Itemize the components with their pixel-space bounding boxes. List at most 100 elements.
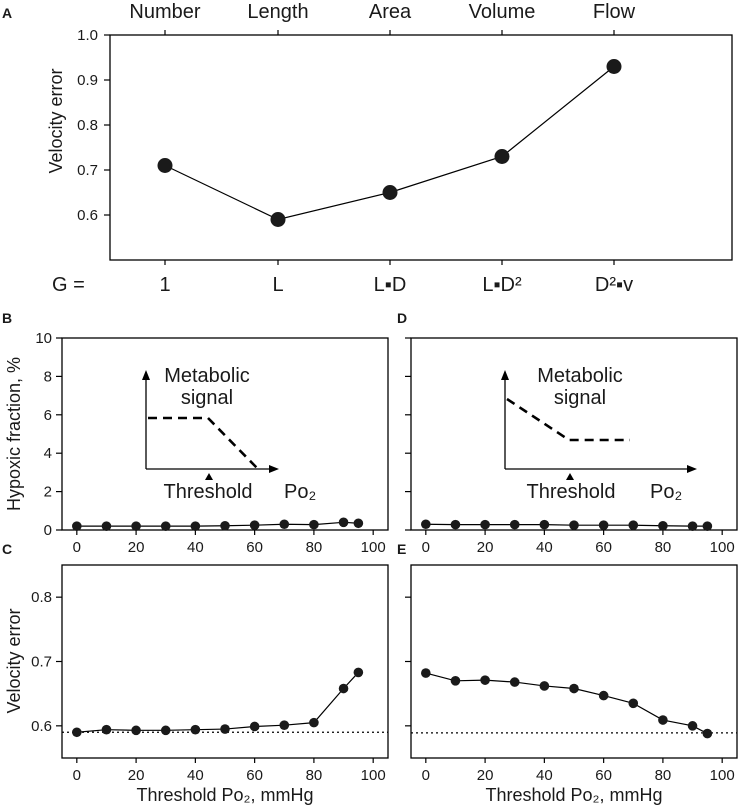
- panel-c-data-point: [101, 724, 112, 735]
- panel-c-xtick-label: 40: [187, 767, 204, 784]
- inset-d-signal-line1: Metabolic: [537, 365, 623, 387]
- panel-b-xtick-label: 100: [361, 539, 386, 556]
- panel-c-data-point: [160, 725, 171, 736]
- panel-d-xtick-label: 60: [595, 539, 612, 556]
- panel-a-data-point: [270, 212, 286, 227]
- panel-d-data-point: [658, 520, 668, 531]
- panel-e-data-point: [539, 681, 550, 691]
- panel-d-data-point: [598, 520, 609, 530]
- panel-a-top-category: Volume: [469, 1, 536, 23]
- panel-d-xtick-label: 40: [536, 539, 553, 556]
- panel-c-data-point: [249, 721, 260, 732]
- panel-e-data-point: [702, 728, 713, 739]
- panel-d-data-point: [687, 521, 698, 531]
- panel-a-g-label: G =: [52, 274, 85, 296]
- panel-a-data-point: [606, 59, 622, 74]
- panel-b-data-point: [190, 521, 201, 531]
- panel-b-data-point: [72, 521, 82, 531]
- panel-b-xtick-label: 60: [246, 539, 263, 556]
- panel-e-xtick-label: 40: [536, 767, 553, 784]
- panel-e-data-point: [687, 721, 698, 731]
- panel-b-data-point: [160, 521, 171, 531]
- inset-d-y-arrow-icon: [501, 370, 509, 380]
- panel-b-data-point: [338, 517, 349, 528]
- panel-b-letter: B: [2, 310, 12, 326]
- panel-b-ylabel: Hypoxic fraction, %: [4, 357, 24, 511]
- panel-b-inset: Metabolic signal Threshold Po₂: [142, 365, 316, 503]
- panel-c-data-point: [220, 724, 230, 734]
- panel-c-ytick-label: 0.7: [31, 654, 52, 671]
- panel-d-data-point: [569, 520, 579, 530]
- panel-a-letter: A: [2, 5, 12, 21]
- inset-b-signal-line2: signal: [181, 387, 233, 409]
- panel-e-xtick-label: 20: [477, 767, 494, 784]
- panel-c-letter: C: [2, 541, 12, 557]
- panel-a-data-point: [382, 185, 398, 200]
- panel-e-xtick-label: 80: [655, 767, 672, 784]
- inset-b-x-arrow-icon: [269, 465, 279, 473]
- panel-d: D Metabolic signal Threshold Po₂ 0 20 40 60…: [397, 310, 738, 556]
- panel-c-data-point: [309, 717, 319, 728]
- panel-b: B Hypoxic fraction, % Metabolic signal T…: [2, 310, 389, 556]
- panel-c-data-point: [279, 720, 290, 730]
- inset-d-signal-line2: signal: [554, 387, 606, 409]
- panel-a-top-category: Flow: [593, 1, 636, 23]
- inset-b-signal-curve: [148, 416, 259, 470]
- panel-b-xtick-label: 0: [73, 539, 81, 556]
- inset-b-signal-line1: Metabolic: [164, 365, 250, 387]
- panel-b-ytick-label: 10: [35, 330, 52, 347]
- panel-d-xtick-label: 80: [655, 539, 672, 556]
- panel-b-data-point: [309, 519, 319, 530]
- inset-b-threshold-marker-icon: [205, 473, 213, 480]
- panel-a-ylabel: Velocity error: [46, 68, 66, 173]
- inset-d-threshold-marker-icon: [566, 473, 574, 480]
- panel-a-top-category: Number: [129, 1, 200, 23]
- panel-d-data-point: [480, 519, 490, 530]
- panel-a-bottom-category: 1: [159, 274, 170, 296]
- panel-a-data-point: [494, 149, 510, 164]
- panel-a-data-point: [157, 158, 173, 173]
- panel-c-xtick-label: 60: [246, 767, 263, 784]
- panel-b-data-point: [279, 519, 290, 530]
- panel-d-data-point: [628, 520, 639, 530]
- panel-b-data-point: [101, 521, 112, 531]
- inset-d-x-arrow-icon: [687, 465, 697, 473]
- panel-b-data-point: [131, 521, 141, 531]
- panel-c-ytick-label: 0.6: [31, 718, 52, 735]
- panel-b-ytick-label: 4: [44, 445, 52, 462]
- panel-c-xtick-label: 80: [306, 767, 323, 784]
- panel-a-ytick-label: 0.9: [77, 72, 98, 89]
- panel-e-data-point: [509, 677, 520, 687]
- panel-e-xlabel: Threshold Po₂, mmHg: [485, 785, 662, 805]
- panel-c-data-point: [353, 667, 364, 678]
- panel-b-data-point: [220, 520, 230, 531]
- panel-c-xtick-label: 20: [128, 767, 145, 784]
- panel-d-data-point: [539, 519, 550, 530]
- panel-b-xtick-label: 40: [187, 539, 204, 556]
- panel-c-xtick-label: 100: [361, 767, 386, 784]
- inset-b-threshold-label: Threshold: [164, 481, 253, 503]
- panel-e-xtick-label: 100: [710, 767, 735, 784]
- panel-d-xtick-label: 20: [477, 539, 494, 556]
- panel-e-data-point: [658, 715, 668, 725]
- panel-a-bottom-category: L: [272, 274, 283, 296]
- panel-a-frame: [109, 34, 733, 261]
- panel-a-bottom-category: D²▪v: [595, 274, 633, 296]
- panel-b-data-point: [249, 520, 260, 530]
- panel-e-frame: [410, 564, 738, 759]
- inset-d-po2-label: Po₂: [650, 481, 682, 503]
- panel-d-data-point: [702, 521, 713, 531]
- panel-a-bottom-category: L▪D²: [482, 274, 522, 296]
- panel-a-ytick-label: 1.0: [77, 27, 98, 44]
- panel-c-ylabel: Velocity error: [4, 608, 24, 713]
- panel-d-data-point: [421, 519, 431, 530]
- panel-c-data-point: [338, 683, 349, 694]
- panel-b-ytick-label: 2: [44, 484, 52, 501]
- panel-e: E Threshold Po₂, mmHg 0 20 40 60 80 100: [397, 541, 738, 805]
- panel-c-data-point: [190, 724, 201, 735]
- panel-a-bottom-category: L▪D: [374, 274, 407, 296]
- panel-a-ytick-label: 0.8: [77, 117, 98, 134]
- panel-e-letter: E: [397, 541, 406, 557]
- panel-d-data-point: [450, 519, 461, 530]
